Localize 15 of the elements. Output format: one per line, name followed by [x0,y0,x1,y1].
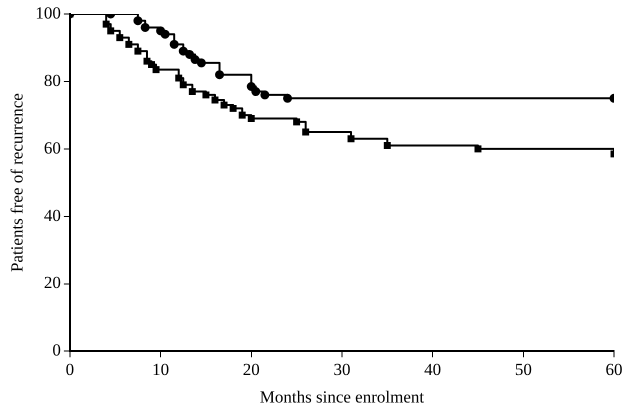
x-tick-label: 20 [242,360,260,379]
y-tick-label: 40 [44,206,61,225]
x-axis-title: Months since enrolment [260,387,424,406]
y-tick-label: 80 [44,70,61,90]
y-tick-label: 0 [52,340,61,360]
y-tick-label: 100 [35,3,61,22]
x-tick-label: 40 [424,360,442,379]
x-tick-label: 30 [333,360,350,379]
x-tick-label: 50 [514,360,532,379]
x-tick-label: 10 [152,360,170,379]
y-tick-label: 60 [44,138,61,158]
x-tick-label: 60 [606,360,622,379]
x-tick-label: 0 [66,360,74,379]
y-axis-title: Patients free of recurrence [8,93,27,272]
y-tick-label: 20 [44,273,61,292]
